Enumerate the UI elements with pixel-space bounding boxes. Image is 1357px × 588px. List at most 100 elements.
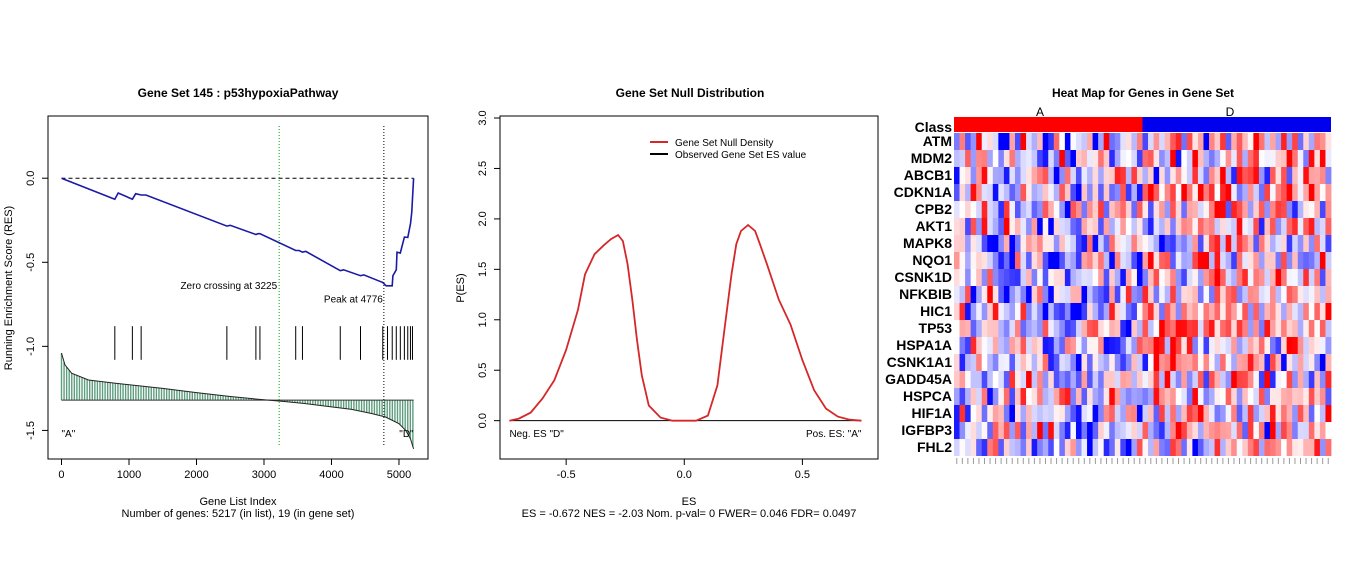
heatmap-cell	[959, 371, 966, 388]
heatmap-cell	[1325, 184, 1332, 201]
heatmap-cell	[1314, 252, 1321, 269]
heatmap-cell	[1087, 286, 1093, 303]
heatmap-cell	[1114, 422, 1121, 439]
heatmap-cell	[1159, 133, 1166, 150]
heatmap-cell	[1020, 354, 1027, 371]
heatmap-cell	[1225, 235, 1232, 252]
heatmap-cell	[992, 150, 999, 167]
gene-label-mdm2: MDM2	[911, 150, 952, 166]
heatmap-cell	[1231, 286, 1238, 303]
heatmap-cell	[1070, 286, 1077, 303]
heatmap-cell	[1075, 286, 1082, 303]
heatmap-cell	[976, 303, 983, 320]
heatmap-cell	[1075, 133, 1082, 150]
heatmap-cell	[1042, 320, 1049, 337]
heatmap-cell	[1003, 252, 1010, 269]
heatmap-cell	[1325, 303, 1332, 320]
heatmap-cell	[959, 235, 966, 252]
heatmap-cell	[1142, 422, 1149, 439]
heatmap-cell	[1236, 303, 1243, 320]
heatmap-cell	[1042, 439, 1049, 456]
heatmap-cell	[954, 354, 960, 371]
heatmap-cell	[1192, 422, 1199, 439]
heatmap-cell	[1170, 150, 1177, 167]
heatmap-cell	[1092, 269, 1099, 286]
heatmap-cell	[1247, 303, 1254, 320]
heatmap-cell	[959, 252, 966, 269]
heatmap-cell	[1319, 303, 1326, 320]
heatmap-cell	[1114, 286, 1121, 303]
heatmap-cell	[1220, 133, 1227, 150]
heatmap-cell	[1070, 303, 1077, 320]
heatmap-cell	[1275, 167, 1282, 184]
heatmap-cell	[1319, 439, 1326, 456]
heatmap-cell	[1247, 286, 1254, 303]
heatmap-cell	[1225, 150, 1232, 167]
heatmap-cell	[1181, 167, 1188, 184]
heatmap-cell	[998, 286, 1005, 303]
heatmap-cell	[998, 269, 1005, 286]
heatmap-cell	[970, 422, 977, 439]
heatmap-cell	[1142, 320, 1149, 337]
heatmap-cell	[1164, 371, 1171, 388]
heatmap-cell	[1170, 184, 1177, 201]
heatmap-cell	[1247, 218, 1254, 235]
heatmap-cell	[1197, 371, 1204, 388]
heatmap-cell	[959, 422, 966, 439]
heatmap-cell	[1114, 201, 1121, 218]
heatmap-cell	[1031, 167, 1038, 184]
heatmap-cell	[1014, 133, 1021, 150]
x-tick-label: 5000	[387, 469, 411, 481]
heatmap-cell	[1281, 405, 1288, 422]
heatmap-cell	[1236, 184, 1243, 201]
heatmap-cell	[1292, 150, 1299, 167]
gene-label-akt1: AKT1	[915, 218, 952, 234]
heatmap-cell	[1131, 405, 1138, 422]
heatmap-cell	[1319, 320, 1326, 337]
heatmap-cell	[959, 303, 966, 320]
heatmap-cell	[1253, 371, 1260, 388]
heatmap-cell	[954, 235, 960, 252]
heatmap-cell	[1225, 439, 1232, 456]
heatmap-cell	[1148, 252, 1154, 269]
heatmap-cell	[970, 218, 977, 235]
heatmap-cell	[1048, 371, 1055, 388]
heatmap-cell	[1059, 201, 1066, 218]
heatmap-cell	[1070, 201, 1077, 218]
heatmap-cell	[1098, 388, 1105, 405]
heatmap-cell	[1048, 286, 1055, 303]
heatmap-cell	[1325, 422, 1332, 439]
heatmap-cell	[1214, 422, 1221, 439]
heatmap-cell	[1020, 405, 1027, 422]
heatmap-cell	[1092, 252, 1099, 269]
heatmap-cell	[1092, 167, 1099, 184]
heatmap-cell	[1120, 286, 1127, 303]
heatmap-cell	[1247, 252, 1254, 269]
heatmap-cell	[1203, 422, 1210, 439]
heatmap-cell	[1064, 354, 1071, 371]
heatmap-cell	[998, 303, 1005, 320]
heatmap-cell	[1164, 439, 1171, 456]
heatmap-cell	[1031, 320, 1038, 337]
heatmap-cell	[1048, 337, 1055, 354]
heatmap-cell	[981, 439, 988, 456]
heatmap-cell	[1170, 303, 1177, 320]
heatmap-cell	[1192, 269, 1199, 286]
heatmap-cell	[1236, 218, 1243, 235]
heatmap-cell	[1075, 201, 1082, 218]
heatmap-cell	[1197, 303, 1204, 320]
heatmap-cell	[1048, 184, 1055, 201]
heatmap-cell	[1031, 150, 1038, 167]
heatmap-cell	[1186, 422, 1193, 439]
heatmap-cell	[1325, 201, 1332, 218]
heatmap-cell	[1297, 133, 1304, 150]
heatmap-cell	[1236, 235, 1243, 252]
heatmap-cell	[1087, 303, 1093, 320]
heatmap-cell	[1242, 405, 1249, 422]
heatmap-cell	[1164, 150, 1171, 167]
heatmap-cell	[976, 354, 983, 371]
heatmap-cell	[1181, 388, 1188, 405]
heatmap-cell	[1247, 320, 1254, 337]
heatmap-cell	[1297, 286, 1304, 303]
heatmap-cell	[1053, 133, 1060, 150]
